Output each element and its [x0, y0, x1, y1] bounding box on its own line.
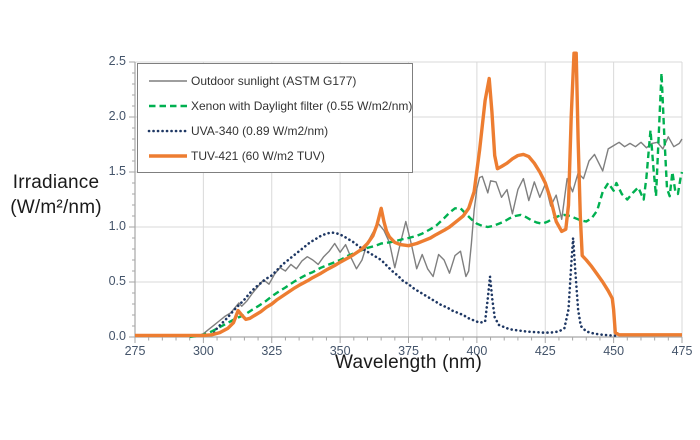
- xenon-dashed-swatch: [149, 104, 187, 107]
- x-tick-label: 475: [671, 344, 693, 358]
- y-tick-label: 0.5: [108, 274, 126, 288]
- legend: Outdoor sunlight (ASTM G177) Xenon with …: [137, 63, 413, 173]
- y-tick-label: 2.0: [108, 109, 126, 123]
- y-tick-label: 1.0: [108, 219, 126, 233]
- x-axis-title: Wavelength (nm): [335, 352, 482, 373]
- x-tick-label: 375: [398, 344, 419, 358]
- series-line-2: [213, 231, 621, 338]
- tuv421-line-swatch: [149, 153, 187, 158]
- y-axis-title-line2: (W/m²/nm): [10, 197, 102, 218]
- legend-label: TUV-421 (60 W/m2 TUV): [191, 148, 325, 163]
- y-axis-title-line1: Irradiance: [12, 172, 100, 193]
- legend-item-outdoor-sunlight: Outdoor sunlight (ASTM G177): [148, 70, 406, 92]
- legend-item-xenon: Xenon with Daylight filter (0.55 W/m2/nm…: [148, 95, 412, 117]
- legend-item-tuv421: TUV-421 (60 W/m2 TUV): [148, 145, 406, 167]
- x-tick-label: 325: [261, 344, 283, 358]
- y-tick-label: 2.5: [108, 54, 126, 68]
- y-tick-label: 1.5: [108, 164, 126, 178]
- x-tick-label: 275: [124, 344, 146, 358]
- legend-label: Xenon with Daylight filter (0.55 W/m2/nm…: [191, 98, 413, 113]
- y-axis-title: Irradiance (W/m²/nm): [0, 170, 112, 220]
- uva340-dotted-swatch: [147, 129, 189, 132]
- sunlight-line-swatch: [149, 79, 187, 82]
- x-tick-label: 425: [534, 344, 556, 358]
- series-line-1: [189, 71, 684, 339]
- legend-label: UVA-340 (0.89 W/m2/nm): [191, 123, 329, 138]
- x-tick-label: 300: [192, 344, 214, 358]
- x-tick-label: 400: [466, 344, 488, 358]
- y-tick-label: 0.0: [108, 329, 126, 343]
- series-line-0: [189, 136, 683, 338]
- legend-item-uva340: UVA-340 (0.89 W/m2/nm): [147, 120, 406, 142]
- legend-label: Outdoor sunlight (ASTM G177): [191, 73, 357, 88]
- series-line-3: [135, 51, 682, 338]
- x-tick-label: 450: [603, 344, 625, 358]
- x-tick-label: 350: [329, 344, 351, 358]
